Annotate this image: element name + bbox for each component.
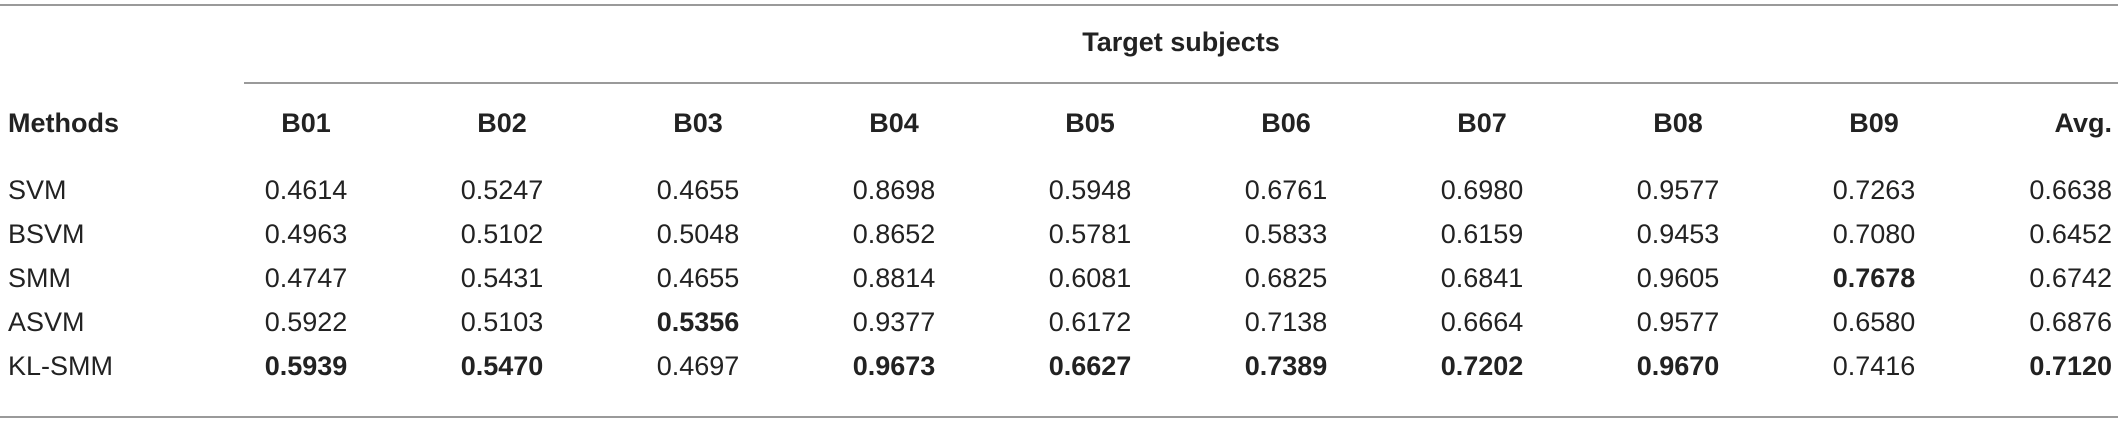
accuracy-value-cell: 0.6081 bbox=[1048, 262, 1132, 293]
average-value-cell: 0.7120 bbox=[2029, 350, 2112, 381]
table-row: BSVM 0.4963 0.5102 0.5048 0.8652 0.5781 0.5833… bbox=[0, 212, 2118, 256]
accuracy-value-cell: 0.8652 bbox=[852, 218, 936, 249]
accuracy-value-cell: 0.8814 bbox=[852, 262, 936, 293]
accuracy-value-cell: 0.6627 bbox=[1048, 350, 1132, 381]
average-value-cell: 0.6638 bbox=[2029, 174, 2112, 205]
group-header-rule bbox=[244, 82, 2118, 84]
accuracy-value-cell: 0.9673 bbox=[852, 350, 936, 381]
accuracy-value-cell: 0.5833 bbox=[1244, 218, 1328, 249]
accuracy-value-cell: 0.4655 bbox=[656, 262, 740, 293]
accuracy-value-cell: 0.6664 bbox=[1440, 306, 1524, 337]
accuracy-value-cell: 0.6841 bbox=[1440, 262, 1524, 293]
accuracy-value-cell: 0.5247 bbox=[460, 174, 544, 205]
column-header-b04: B04 bbox=[869, 107, 919, 138]
accuracy-value-cell: 0.5103 bbox=[460, 306, 544, 337]
accuracy-value-cell: 0.5939 bbox=[264, 350, 348, 381]
accuracy-value-cell: 0.4614 bbox=[264, 174, 348, 205]
method-name-cell: ASVM bbox=[8, 306, 85, 337]
accuracy-value-cell: 0.9577 bbox=[1636, 306, 1720, 337]
accuracy-value-cell: 0.5948 bbox=[1048, 174, 1132, 205]
accuracy-value-cell: 0.7416 bbox=[1832, 350, 1916, 381]
accuracy-value-cell: 0.9670 bbox=[1636, 350, 1720, 381]
average-value-cell: 0.6452 bbox=[2029, 218, 2112, 249]
column-header-b09: B09 bbox=[1849, 107, 1899, 138]
accuracy-value-cell: 0.7389 bbox=[1244, 350, 1328, 381]
method-name-cell: BSVM bbox=[8, 218, 85, 249]
average-value-cell: 0.6876 bbox=[2029, 306, 2112, 337]
column-header-b01: B01 bbox=[281, 107, 331, 138]
table-top-rule bbox=[0, 4, 2118, 6]
accuracy-value-cell: 0.6580 bbox=[1832, 306, 1916, 337]
table-header: Methods B01 B02 B03 B04 B05 B06 B07 B08 … bbox=[0, 100, 2118, 146]
column-header-b08: B08 bbox=[1653, 107, 1703, 138]
results-table: Methods B01 B02 B03 B04 B05 B06 B07 B08 … bbox=[0, 100, 2118, 388]
table-body: SVM 0.4614 0.5247 0.4655 0.8698 0.5948 0.6761 0… bbox=[0, 146, 2118, 388]
accuracy-value-cell: 0.4963 bbox=[264, 218, 348, 249]
accuracy-value-cell: 0.5781 bbox=[1048, 218, 1132, 249]
accuracy-value-cell: 0.7080 bbox=[1832, 218, 1916, 249]
column-header-b07: B07 bbox=[1457, 107, 1507, 138]
accuracy-value-cell: 0.4655 bbox=[656, 174, 740, 205]
accuracy-value-cell: 0.6980 bbox=[1440, 174, 1524, 205]
accuracy-value-cell: 0.7202 bbox=[1440, 350, 1524, 381]
column-header-avg: Avg. bbox=[2054, 107, 2112, 138]
column-header-b06: B06 bbox=[1261, 107, 1311, 138]
method-name-cell: SVM bbox=[8, 174, 67, 205]
average-value-cell: 0.6742 bbox=[2029, 262, 2112, 293]
table-bottom-rule bbox=[0, 416, 2118, 418]
accuracy-value-cell: 0.5356 bbox=[656, 306, 740, 337]
table-row: KL-SMM 0.5939 0.5470 0.4697 0.9673 0.6627 0.73… bbox=[0, 344, 2118, 388]
accuracy-value-cell: 0.6825 bbox=[1244, 262, 1328, 293]
group-header-target-subjects: Target subjects bbox=[1082, 27, 1280, 57]
accuracy-value-cell: 0.8698 bbox=[852, 174, 936, 205]
accuracy-value-cell: 0.5048 bbox=[656, 218, 740, 249]
table-row: SMM 0.4747 0.5431 0.4655 0.8814 0.6081 0.6825 0… bbox=[0, 256, 2118, 300]
accuracy-value-cell: 0.6172 bbox=[1048, 306, 1132, 337]
accuracy-value-cell: 0.4697 bbox=[656, 350, 740, 381]
accuracy-value-cell: 0.7138 bbox=[1244, 306, 1328, 337]
accuracy-value-cell: 0.5470 bbox=[460, 350, 544, 381]
accuracy-value-cell: 0.5922 bbox=[264, 306, 348, 337]
accuracy-value-cell: 0.7263 bbox=[1832, 174, 1916, 205]
table-row: ASVM 0.5922 0.5103 0.5356 0.9377 0.6172 0.7138… bbox=[0, 300, 2118, 344]
accuracy-value-cell: 0.5102 bbox=[460, 218, 544, 249]
accuracy-value-cell: 0.5431 bbox=[460, 262, 544, 293]
accuracy-value-cell: 0.6761 bbox=[1244, 174, 1328, 205]
accuracy-value-cell: 0.9453 bbox=[1636, 218, 1720, 249]
accuracy-value-cell: 0.4747 bbox=[264, 262, 348, 293]
column-header-b03: B03 bbox=[673, 107, 723, 138]
column-header-b05: B05 bbox=[1065, 107, 1115, 138]
method-name-cell: SMM bbox=[8, 262, 71, 293]
column-header-b02: B02 bbox=[477, 107, 527, 138]
accuracy-value-cell: 0.7678 bbox=[1832, 262, 1916, 293]
header-row: Methods B01 B02 B03 B04 B05 B06 B07 B08 … bbox=[0, 100, 2118, 146]
column-header-methods: Methods bbox=[8, 107, 119, 138]
accuracy-value-cell: 0.6159 bbox=[1440, 218, 1524, 249]
header-gap bbox=[0, 146, 2118, 168]
method-name-cell: KL-SMM bbox=[8, 350, 114, 381]
table-row: SVM 0.4614 0.5247 0.4655 0.8698 0.5948 0.6761 0… bbox=[0, 168, 2118, 212]
accuracy-value-cell: 0.9377 bbox=[852, 306, 936, 337]
accuracy-value-cell: 0.9605 bbox=[1636, 262, 1720, 293]
accuracy-value-cell: 0.9577 bbox=[1636, 174, 1720, 205]
